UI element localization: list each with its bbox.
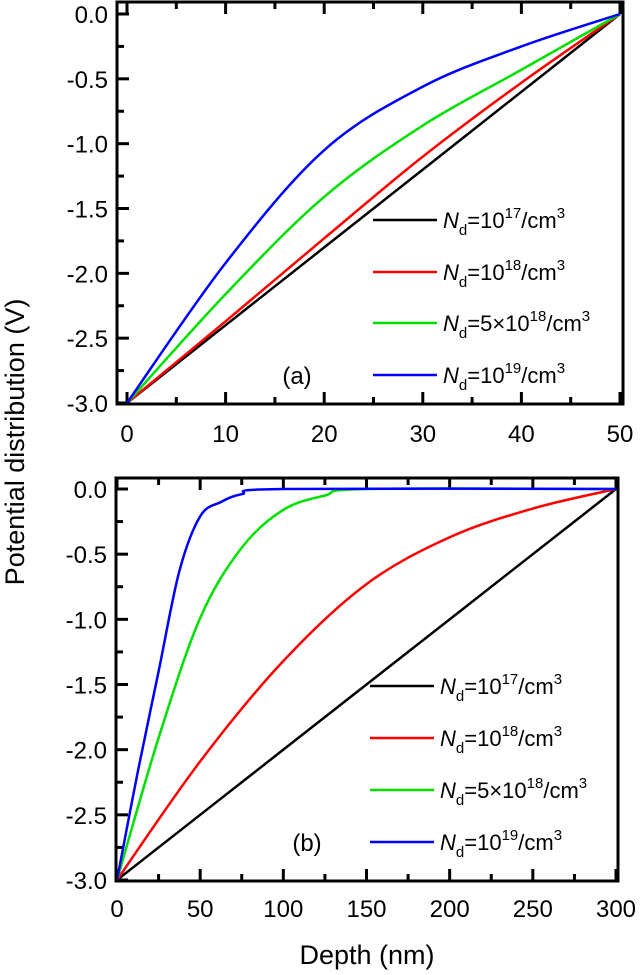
y-tick-label: -1.5 xyxy=(67,197,108,224)
x-tick-label: 150 xyxy=(346,896,386,923)
x-tick-label: 0 xyxy=(120,421,133,448)
y-tick-label: -2.5 xyxy=(66,803,107,830)
y-tick-label: -0.5 xyxy=(66,542,107,569)
x-tick-label: 100 xyxy=(263,896,303,923)
y-tick-label: -1.0 xyxy=(66,607,107,634)
y-tick-label: -0.5 xyxy=(67,67,108,94)
y-tick-label: 0.0 xyxy=(74,477,107,504)
y-tick-label: 0.0 xyxy=(75,2,108,29)
legend-label: Nd=5×1018/cm3 xyxy=(440,775,587,809)
series-line-0 xyxy=(116,488,617,881)
x-tick-label: 200 xyxy=(430,896,470,923)
y-tick-label: -3.0 xyxy=(67,391,108,418)
y-tick-label: -2.0 xyxy=(67,261,108,288)
x-tick-label: 0 xyxy=(110,896,123,923)
x-axis-title: Depth (nm) xyxy=(299,940,434,970)
legend-label: Nd=1019/cm3 xyxy=(440,827,562,861)
x-tick-label: 10 xyxy=(212,421,239,448)
series-line-0 xyxy=(126,13,621,404)
legend-label: Nd=1017/cm3 xyxy=(440,671,562,705)
series-line-1 xyxy=(126,12,621,404)
legend-label: Nd=1017/cm3 xyxy=(443,205,565,239)
series-line-1 xyxy=(115,487,617,881)
panel-label: (b) xyxy=(292,830,321,857)
x-tick-label: 30 xyxy=(409,421,436,448)
series-line-2 xyxy=(126,12,621,404)
x-tick-label: 20 xyxy=(311,421,338,448)
y-tick-label: -2.5 xyxy=(67,326,108,353)
x-tick-label: 250 xyxy=(513,896,553,923)
y-tick-label: -2.0 xyxy=(66,738,107,765)
x-tick-label: 50 xyxy=(607,421,634,448)
plot-frame xyxy=(115,0,625,406)
series-line-3 xyxy=(125,12,621,404)
panel-b: 0 50 100 150 200 250 300 0.0 -0.5 -1.0 -1.5 -2.0 -2.… xyxy=(66,476,636,923)
y-tick-label: -1.5 xyxy=(66,673,107,700)
series-line-3 xyxy=(115,487,617,881)
x-tick-label: 40 xyxy=(508,421,535,448)
y-axis-title: Potential distribution (V) xyxy=(0,299,30,586)
legend-label: Nd=1018/cm3 xyxy=(440,723,562,757)
y-tick-label: -1.0 xyxy=(67,132,108,159)
panel-label: (a) xyxy=(282,363,311,390)
x-tick-label: 50 xyxy=(187,896,214,923)
x-tick-label: 300 xyxy=(596,896,636,923)
legend-label: Nd=1018/cm3 xyxy=(443,257,565,291)
legend-label: Nd=1019/cm3 xyxy=(443,360,565,394)
legend-label: Nd=5×1018/cm3 xyxy=(443,308,590,342)
y-tick-label: -3.0 xyxy=(66,868,107,895)
panel-a: 0 10 20 30 40 50 0.0 -0.5 -1.0 -1.5 -2.0 -2.5 -3.0 Nd… xyxy=(67,0,634,448)
plot-frame xyxy=(114,476,620,883)
